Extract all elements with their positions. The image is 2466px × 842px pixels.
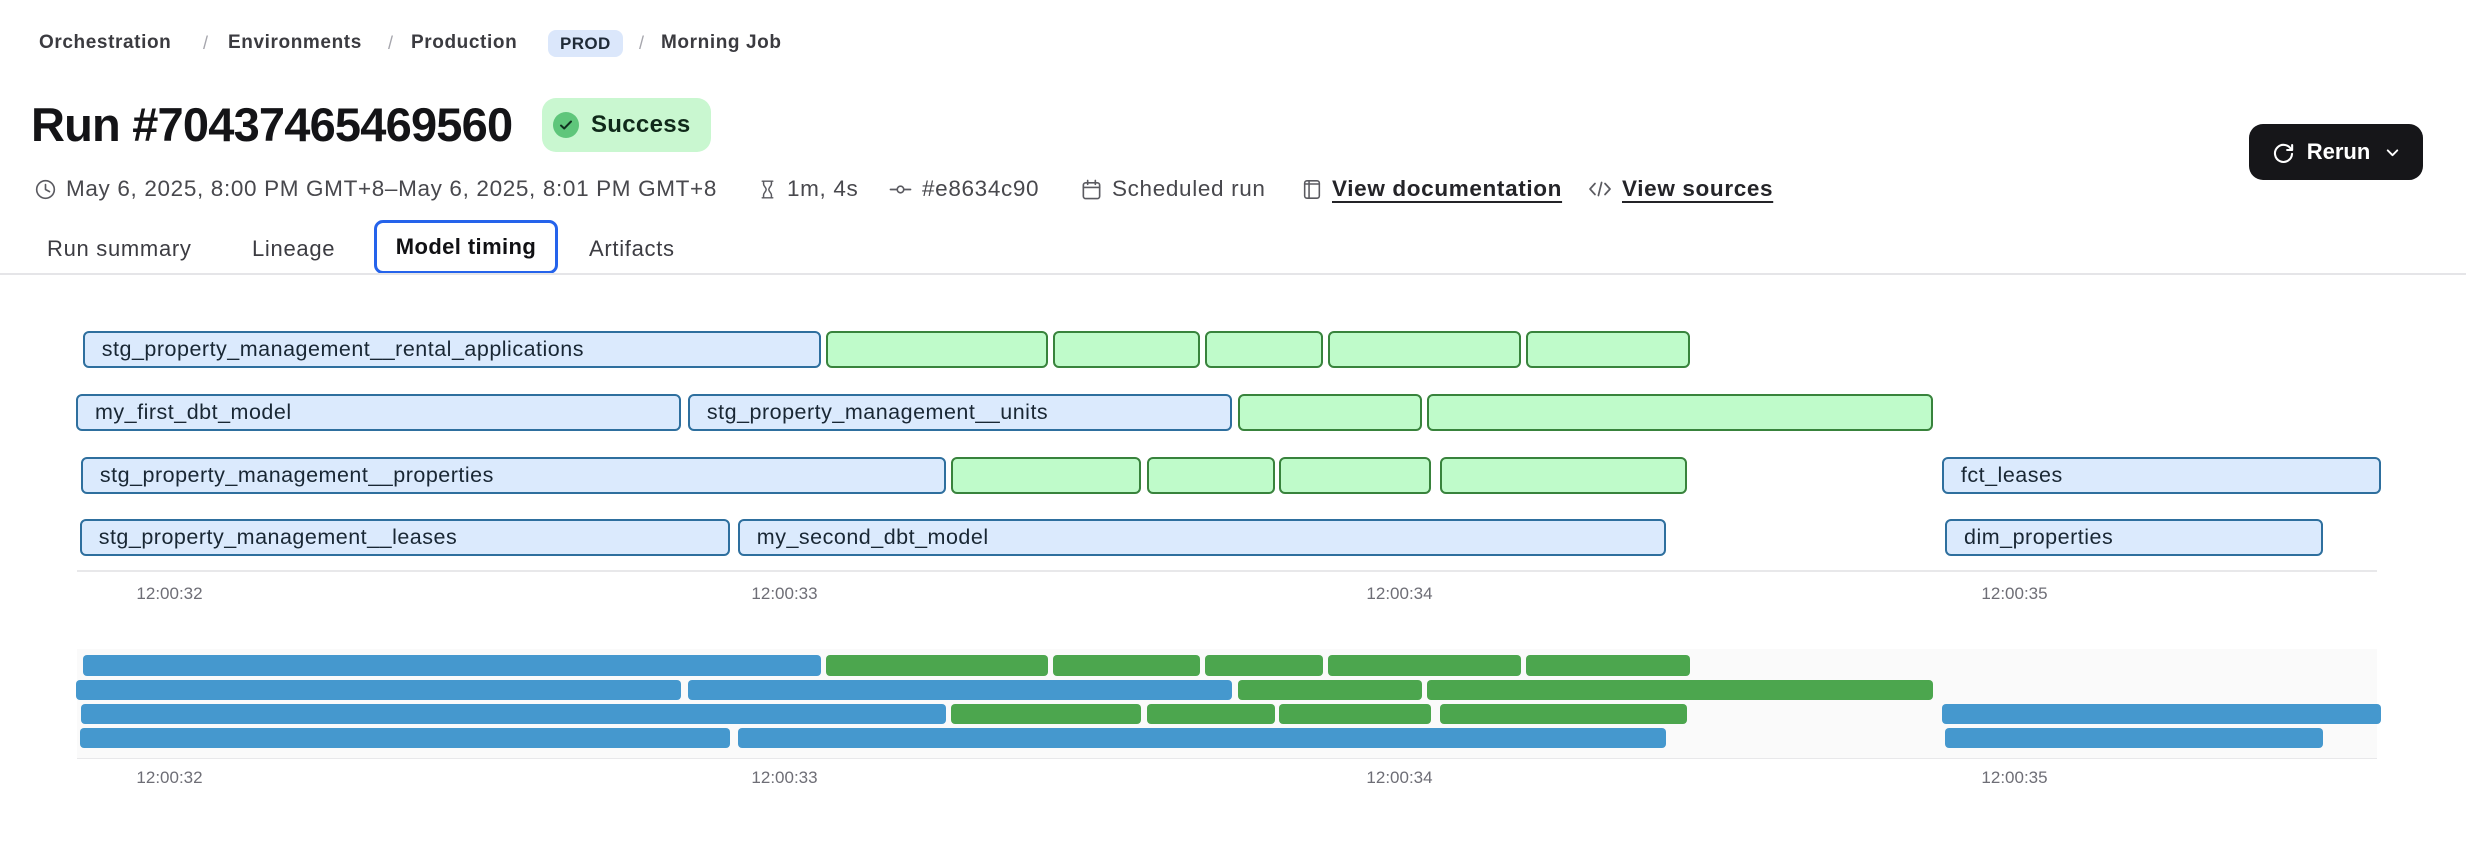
gantt-bar-unlabeled-overview[interactable] xyxy=(1237,679,1422,701)
run-time-range: May 6, 2025, 8:00 PM GMT+8–May 6, 2025, … xyxy=(34,172,717,206)
success-check-icon xyxy=(553,112,579,138)
gantt-bar-stg_property_management__leases[interactable]: stg_property_management__leases xyxy=(79,519,731,557)
breadcrumb-environments[interactable]: Environments xyxy=(228,32,362,53)
view-sources: View sources xyxy=(1587,172,1773,206)
chevron-down-icon xyxy=(2384,144,2401,161)
gantt-bar-unlabeled[interactable] xyxy=(1440,456,1688,494)
clock-icon xyxy=(34,178,57,201)
gantt-bar-unlabeled[interactable] xyxy=(1279,456,1431,494)
x-axis-tick-label: 12:00:34 xyxy=(1366,767,1433,787)
gantt-bar-unlabeled-overview[interactable] xyxy=(1440,703,1688,725)
breadcrumb-production[interactable]: Production xyxy=(411,32,518,53)
run-time-range-text: May 6, 2025, 8:00 PM GMT+8–May 6, 2025, … xyxy=(66,176,717,201)
x-axis-tick-label: 12:00:35 xyxy=(1981,767,2048,787)
tab-artifacts[interactable]: Artifacts xyxy=(589,236,675,261)
gantt-bar-stg_property_management__units-overview[interactable] xyxy=(687,679,1233,701)
gantt-bar-unlabeled-overview[interactable] xyxy=(1053,655,1200,676)
document-icon xyxy=(1301,178,1323,201)
x-axis-tick-label: 12:00:33 xyxy=(751,767,818,787)
trigger-type: Scheduled run xyxy=(1080,172,1266,206)
gantt-bar-my_first_dbt_model-overview[interactable] xyxy=(76,679,681,701)
view-sources-link[interactable]: View sources xyxy=(1622,176,1774,201)
breadcrumb-separator: / xyxy=(639,33,645,53)
run-duration-text: 1m, 4s xyxy=(787,176,859,201)
gantt-bar-stg_property_management__units[interactable]: stg_property_management__units xyxy=(687,393,1233,431)
tab-run-summary[interactable]: Run summary xyxy=(47,236,192,261)
gantt-bar-label: stg_property_management__rental_applicat… xyxy=(101,337,584,361)
gantt-bar-unlabeled-overview[interactable] xyxy=(951,703,1142,725)
gantt-bar-unlabeled-overview[interactable] xyxy=(1146,703,1275,725)
gantt-bar-unlabeled[interactable] xyxy=(1427,393,1934,431)
gantt-bar-my_second_dbt_model-overview[interactable] xyxy=(737,727,1666,749)
gantt-bar-fct_leases[interactable]: fct_leases xyxy=(1941,456,2381,494)
x-axis-tick-label: 12:00:35 xyxy=(1981,583,2048,603)
gantt-bar-stg_property_management__leases-overview[interactable] xyxy=(79,727,731,749)
breadcrumb-orchestration[interactable]: Orchestration xyxy=(39,32,172,53)
calendar-icon xyxy=(1080,178,1103,201)
gantt-bar-stg_property_management__properties[interactable]: stg_property_management__properties xyxy=(80,456,947,494)
gantt-bar-unlabeled[interactable] xyxy=(826,331,1048,368)
gantt-bar-dim_properties[interactable]: dim_properties xyxy=(1945,519,2323,557)
gantt-bar-stg_property_management__rental_applications[interactable]: stg_property_management__rental_applicat… xyxy=(82,331,822,368)
refresh-icon xyxy=(2271,140,2296,165)
breadcrumb-separator: / xyxy=(203,33,209,53)
gantt-bar-unlabeled[interactable] xyxy=(1237,393,1422,431)
x-axis-tick-label: 12:00:34 xyxy=(1366,583,1433,603)
gantt-bar-label: stg_property_management__properties xyxy=(99,462,494,487)
gantt-bar-dim_properties-overview[interactable] xyxy=(1945,727,2323,749)
gantt-bar-label: stg_property_management__leases xyxy=(98,525,458,550)
gantt-bar-unlabeled-overview[interactable] xyxy=(1526,655,1691,676)
gantt-bar-unlabeled[interactable] xyxy=(951,456,1142,494)
environment-badge: PROD xyxy=(548,30,623,57)
commit-hash: #e8634c90 xyxy=(888,172,1039,206)
breadcrumb-job[interactable]: Morning Job xyxy=(661,32,782,53)
x-axis-tick-label: 12:00:33 xyxy=(751,583,818,603)
run-duration: 1m, 4s xyxy=(757,172,858,206)
commit-hash-text: #e8634c90 xyxy=(922,176,1040,201)
gantt-bar-unlabeled-overview[interactable] xyxy=(1427,679,1934,701)
rerun-button[interactable]: Rerun xyxy=(2249,124,2423,180)
gantt-bar-label: stg_property_management__units xyxy=(706,399,1049,424)
page-title: Run #70437465469560 xyxy=(31,98,513,151)
breadcrumb-separator: / xyxy=(388,33,394,53)
gantt-bar-unlabeled[interactable] xyxy=(1053,331,1200,368)
tab-lineage[interactable]: Lineage xyxy=(252,236,336,261)
x-axis-tick-label: 12:00:32 xyxy=(136,583,203,603)
gantt-bar-label: dim_properties xyxy=(1964,525,2114,550)
gantt-bar-label: my_first_dbt_model xyxy=(95,399,292,424)
commit-icon xyxy=(888,178,913,201)
hourglass-icon xyxy=(757,178,778,201)
gantt-bar-unlabeled[interactable] xyxy=(1328,331,1522,368)
rerun-label: Rerun xyxy=(2306,139,2371,164)
gantt-bar-my_first_dbt_model[interactable]: my_first_dbt_model xyxy=(76,393,681,431)
status-label: Success xyxy=(591,111,691,138)
gantt-bar-my_second_dbt_model[interactable]: my_second_dbt_model xyxy=(737,519,1666,557)
gantt-bar-unlabeled[interactable] xyxy=(1204,331,1324,368)
trigger-type-text: Scheduled run xyxy=(1112,176,1266,201)
gantt-bar-unlabeled-overview[interactable] xyxy=(826,655,1048,676)
code-icon xyxy=(1587,178,1613,200)
gantt-bar-stg_property_management__rental_applications-overview[interactable] xyxy=(82,655,822,676)
gantt-bar-stg_property_management__properties-overview[interactable] xyxy=(80,703,947,725)
status-badge: Success xyxy=(542,98,711,152)
gantt-bar-fct_leases-overview[interactable] xyxy=(1941,703,2381,725)
model-timing-axis-line xyxy=(77,570,2377,572)
tabs-divider xyxy=(0,273,2466,275)
gantt-bar-label: my_second_dbt_model xyxy=(756,525,989,550)
view-documentation: View documentation xyxy=(1301,172,1562,206)
x-axis-tick-label: 12:00:32 xyxy=(136,767,203,787)
gantt-bar-unlabeled[interactable] xyxy=(1526,331,1691,368)
breadcrumb: Orchestration / Environments / Productio… xyxy=(0,26,2466,60)
tab-model-timing[interactable]: Model timing xyxy=(374,220,558,274)
gantt-bar-unlabeled[interactable] xyxy=(1146,456,1275,494)
view-documentation-link[interactable]: View documentation xyxy=(1332,176,1563,201)
tab-model-timing-label: Model timing xyxy=(395,234,537,259)
gantt-bar-label: fct_leases xyxy=(1960,462,2063,487)
gantt-bar-unlabeled-overview[interactable] xyxy=(1328,655,1522,676)
gantt-bar-unlabeled-overview[interactable] xyxy=(1279,703,1431,725)
gantt-bar-unlabeled-overview[interactable] xyxy=(1204,655,1324,676)
